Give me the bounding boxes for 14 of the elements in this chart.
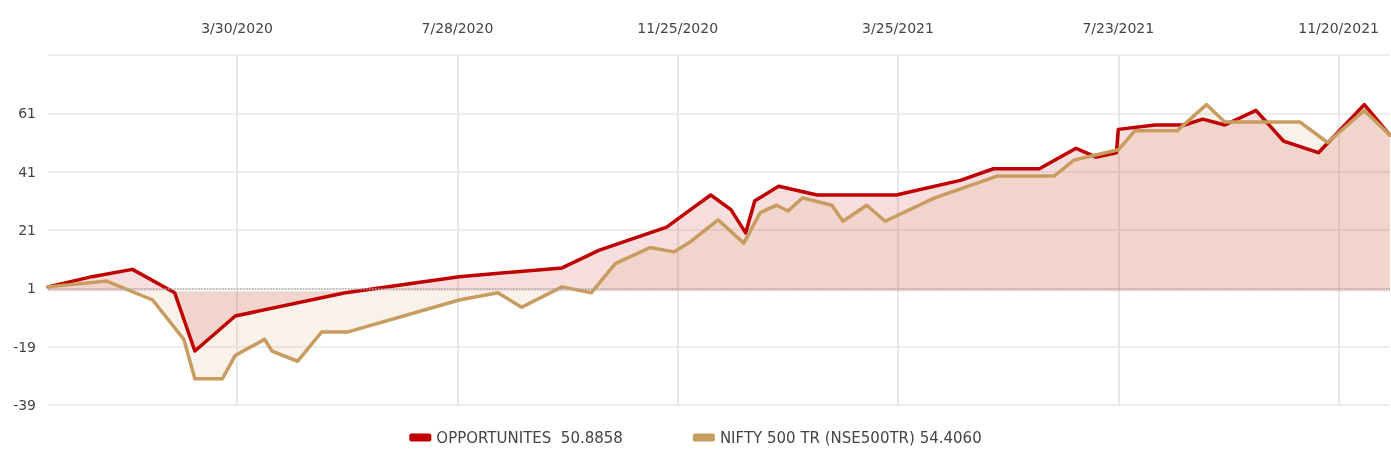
y-tick-label: 21: [18, 222, 36, 238]
y-tick-label: -19: [13, 338, 36, 355]
x-tick-label: 11/20/2021: [1298, 20, 1379, 36]
x-tick-label: 7/28/2020: [421, 20, 494, 36]
y-tick-label: 41: [18, 163, 36, 180]
legend-label: NIFTY 500 TR (NSE500TR) 54.4060: [719, 428, 982, 447]
x-tick-label: 3/30/2020: [201, 20, 273, 36]
legend-label: OPPORTUNITES 50.8858: [436, 428, 623, 447]
y-tick-label: -39: [13, 397, 36, 413]
y-tick-label: 1: [27, 280, 36, 297]
x-tick-label: 7/23/2021: [1082, 20, 1155, 36]
x-tick-label: 3/25/2021: [862, 20, 934, 36]
x-tick-label: 11/25/2020: [637, 20, 719, 36]
y-tick-label: 61: [18, 105, 36, 122]
